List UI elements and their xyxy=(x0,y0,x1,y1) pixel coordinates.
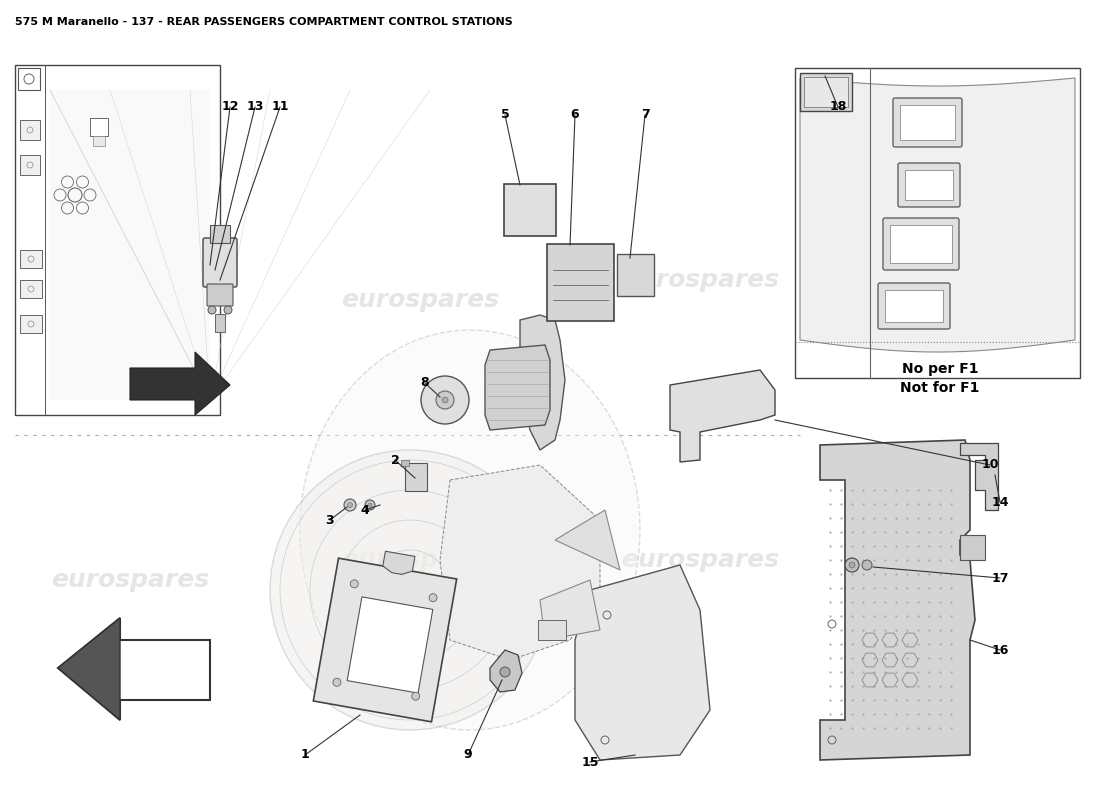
Text: 15: 15 xyxy=(581,755,598,769)
Circle shape xyxy=(862,560,872,570)
Polygon shape xyxy=(440,465,600,660)
Bar xyxy=(402,460,409,466)
Text: eurospares: eurospares xyxy=(341,548,499,572)
Bar xyxy=(900,105,955,140)
FancyBboxPatch shape xyxy=(204,238,236,287)
Text: 6: 6 xyxy=(571,109,580,122)
Circle shape xyxy=(350,580,359,588)
FancyBboxPatch shape xyxy=(883,218,959,270)
Polygon shape xyxy=(58,618,210,720)
Circle shape xyxy=(270,450,550,730)
Bar xyxy=(20,120,40,140)
Circle shape xyxy=(436,391,454,409)
Text: 9: 9 xyxy=(464,749,472,762)
Circle shape xyxy=(411,692,420,700)
Circle shape xyxy=(442,397,448,403)
Circle shape xyxy=(333,678,341,686)
FancyBboxPatch shape xyxy=(504,184,556,236)
Text: 13: 13 xyxy=(246,101,264,114)
Circle shape xyxy=(224,306,232,314)
Text: eurospares: eurospares xyxy=(620,268,779,292)
Circle shape xyxy=(849,562,855,568)
Bar xyxy=(90,118,108,136)
Polygon shape xyxy=(490,650,522,692)
Ellipse shape xyxy=(300,330,640,730)
Bar xyxy=(210,225,230,243)
Text: 12: 12 xyxy=(221,101,239,114)
Text: 14: 14 xyxy=(991,495,1009,509)
Bar xyxy=(538,620,566,640)
Text: 2: 2 xyxy=(390,454,399,466)
Polygon shape xyxy=(556,510,620,570)
Text: 7: 7 xyxy=(640,109,649,122)
Circle shape xyxy=(365,500,375,510)
Text: 8: 8 xyxy=(420,377,429,390)
Text: 3: 3 xyxy=(326,514,334,526)
Text: 1: 1 xyxy=(300,749,309,762)
Bar xyxy=(20,250,42,268)
Text: 11: 11 xyxy=(272,101,288,114)
Polygon shape xyxy=(130,352,230,415)
Polygon shape xyxy=(540,580,600,640)
Bar xyxy=(886,290,943,322)
Polygon shape xyxy=(485,345,550,430)
Circle shape xyxy=(208,306,216,314)
Text: 5: 5 xyxy=(500,109,509,122)
FancyBboxPatch shape xyxy=(547,244,614,321)
Bar xyxy=(94,136,104,146)
Text: 18: 18 xyxy=(829,101,847,114)
Bar xyxy=(890,225,952,263)
Text: eurospares: eurospares xyxy=(60,228,219,252)
Text: 575 M Maranello - 137 - REAR PASSENGERS COMPARTMENT CONTROL STATIONS: 575 M Maranello - 137 - REAR PASSENGERS … xyxy=(15,17,513,27)
Polygon shape xyxy=(348,597,432,693)
Text: 4: 4 xyxy=(361,503,370,517)
Text: 10: 10 xyxy=(981,458,999,471)
Polygon shape xyxy=(960,443,998,510)
Bar xyxy=(795,68,1080,378)
Text: 16: 16 xyxy=(991,643,1009,657)
Polygon shape xyxy=(58,618,120,720)
FancyBboxPatch shape xyxy=(893,98,962,147)
FancyBboxPatch shape xyxy=(214,314,225,332)
Bar xyxy=(15,65,220,415)
Polygon shape xyxy=(820,440,975,760)
Circle shape xyxy=(845,558,859,572)
Bar xyxy=(905,170,953,200)
FancyBboxPatch shape xyxy=(898,163,960,207)
Bar xyxy=(18,68,40,90)
Bar xyxy=(405,463,427,491)
Circle shape xyxy=(344,499,356,511)
Bar xyxy=(800,73,852,111)
FancyBboxPatch shape xyxy=(207,284,233,306)
Circle shape xyxy=(348,502,352,507)
FancyBboxPatch shape xyxy=(617,254,654,296)
Text: 17: 17 xyxy=(991,571,1009,585)
Circle shape xyxy=(500,667,510,677)
Circle shape xyxy=(368,503,372,507)
Bar xyxy=(804,77,848,107)
Polygon shape xyxy=(575,565,710,760)
Polygon shape xyxy=(520,315,565,450)
Text: eurospares: eurospares xyxy=(341,288,499,312)
Polygon shape xyxy=(670,370,776,462)
Circle shape xyxy=(429,594,437,602)
Polygon shape xyxy=(800,78,1075,352)
Text: No per F1
Not for F1: No per F1 Not for F1 xyxy=(900,362,980,395)
Bar xyxy=(20,155,40,175)
Circle shape xyxy=(421,376,469,424)
Polygon shape xyxy=(960,535,984,560)
FancyBboxPatch shape xyxy=(878,283,950,329)
Polygon shape xyxy=(383,551,415,574)
Bar xyxy=(20,315,42,333)
Polygon shape xyxy=(50,90,210,400)
Text: eurospares: eurospares xyxy=(620,548,779,572)
Polygon shape xyxy=(314,558,456,722)
Bar xyxy=(20,280,42,298)
Text: eurospares: eurospares xyxy=(51,568,209,592)
